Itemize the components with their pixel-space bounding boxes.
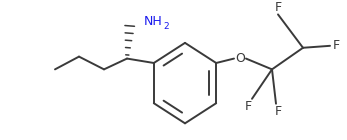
Text: F: F bbox=[274, 105, 281, 118]
Text: F: F bbox=[244, 100, 252, 113]
Text: 2: 2 bbox=[163, 22, 169, 31]
Text: O: O bbox=[235, 52, 245, 65]
Text: NH: NH bbox=[144, 15, 163, 28]
Text: F: F bbox=[274, 1, 281, 14]
Text: F: F bbox=[332, 39, 340, 52]
